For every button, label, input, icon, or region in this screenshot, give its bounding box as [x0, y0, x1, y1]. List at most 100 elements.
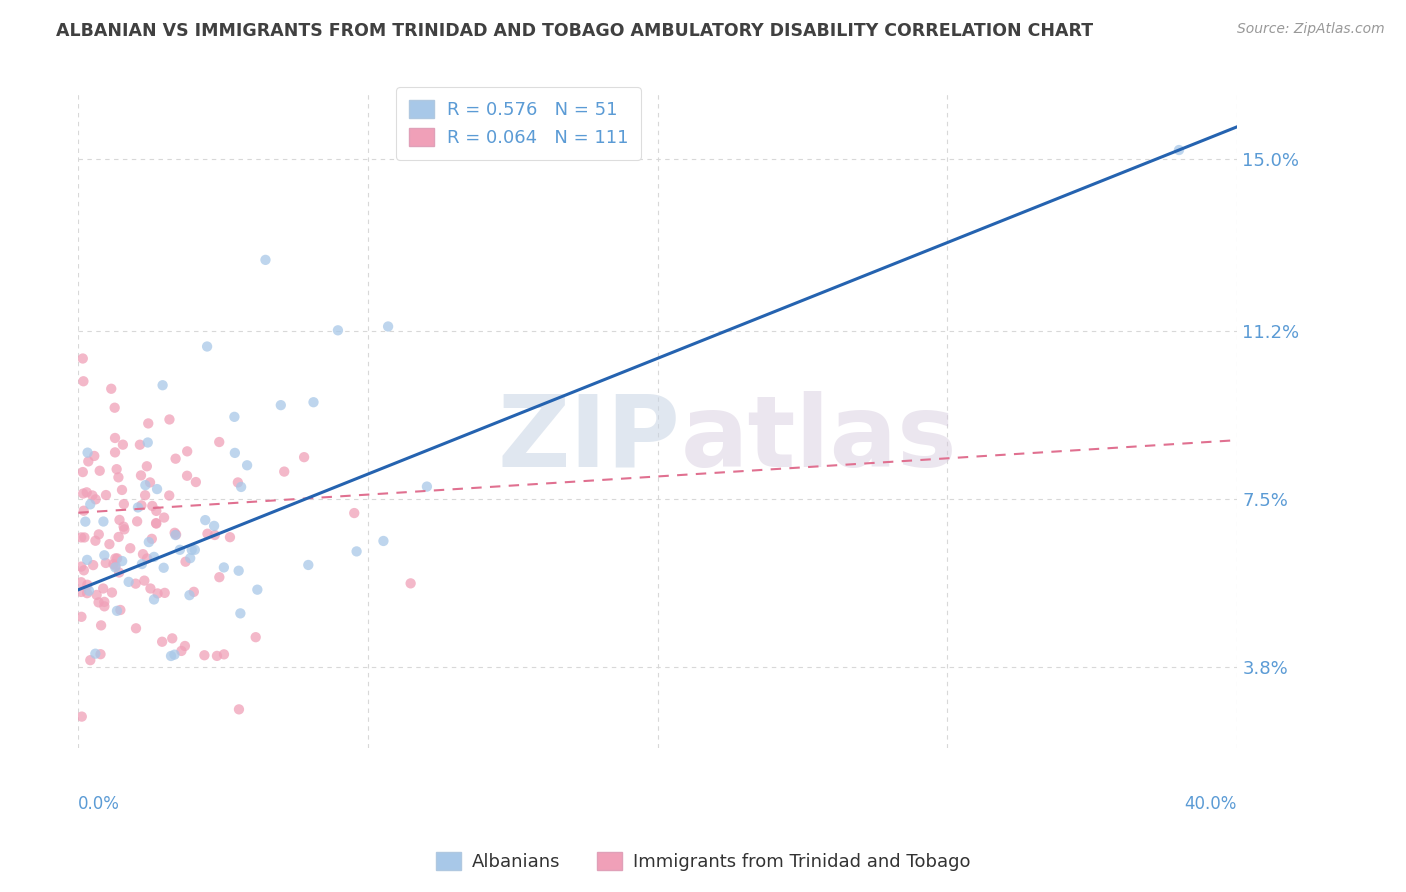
Point — [143, 549, 166, 564]
Point — [76, 445, 98, 459]
Point — [273, 465, 295, 479]
Point — [208, 570, 231, 584]
Point — [73, 563, 96, 577]
Point — [195, 339, 218, 353]
Point — [107, 530, 129, 544]
Text: 40.0%: 40.0% — [1184, 795, 1237, 813]
Point — [127, 514, 149, 528]
Point — [160, 648, 183, 663]
Point — [79, 653, 101, 667]
Point — [87, 595, 110, 609]
Point — [157, 489, 180, 503]
Point — [194, 513, 217, 527]
Point — [146, 586, 169, 600]
Point — [90, 618, 112, 632]
Point — [111, 554, 134, 568]
Point — [86, 588, 108, 602]
Point — [83, 449, 105, 463]
Point — [124, 775, 146, 789]
Point — [89, 464, 111, 478]
Point — [145, 504, 167, 518]
Point — [184, 475, 207, 489]
Point — [236, 458, 259, 473]
Point — [73, 531, 96, 545]
Point — [107, 470, 129, 484]
Point — [115, 750, 138, 764]
Point — [100, 382, 122, 396]
Point — [84, 492, 107, 507]
Text: atlas: atlas — [681, 391, 957, 488]
Point — [228, 702, 250, 716]
Point — [84, 533, 107, 548]
Point — [212, 560, 235, 574]
Point — [174, 639, 197, 653]
Point — [94, 488, 117, 502]
Point — [202, 519, 225, 533]
Point — [76, 485, 98, 500]
Point — [343, 506, 366, 520]
Point — [205, 648, 228, 663]
Point — [70, 559, 93, 574]
Point — [224, 446, 246, 460]
Point — [153, 510, 176, 524]
Text: Source: ZipAtlas.com: Source: ZipAtlas.com — [1237, 22, 1385, 37]
Point — [150, 634, 173, 648]
Point — [165, 527, 187, 541]
Point — [212, 648, 235, 662]
Point — [141, 499, 163, 513]
Point — [141, 532, 163, 546]
Point — [110, 603, 132, 617]
Point — [111, 438, 134, 452]
Point — [70, 709, 93, 723]
Point — [208, 435, 231, 450]
Point — [229, 607, 252, 621]
Point — [219, 530, 242, 544]
Point — [254, 252, 277, 267]
Point — [373, 533, 395, 548]
Point — [139, 475, 162, 490]
Point — [94, 556, 117, 570]
Point — [132, 547, 155, 561]
Point — [105, 551, 128, 566]
Point — [136, 551, 159, 566]
Point — [72, 351, 94, 366]
Point — [77, 583, 100, 598]
Point — [108, 756, 131, 770]
Point — [152, 561, 174, 575]
Point — [72, 374, 94, 388]
Point — [129, 468, 152, 483]
Point — [139, 582, 162, 596]
Point — [111, 483, 134, 497]
Point — [134, 574, 156, 588]
Point — [128, 438, 150, 452]
Point — [112, 519, 135, 533]
Legend: R = 0.576   N = 51, R = 0.064   N = 111: R = 0.576 N = 51, R = 0.064 N = 111 — [396, 87, 641, 160]
Point — [228, 564, 250, 578]
Point — [302, 395, 325, 409]
Point — [179, 551, 201, 566]
Point — [76, 578, 98, 592]
Point — [93, 549, 115, 563]
Point — [76, 553, 98, 567]
Text: 0.0%: 0.0% — [79, 795, 120, 813]
Point — [101, 585, 124, 599]
Point — [135, 459, 157, 474]
Point — [326, 323, 349, 337]
Point — [70, 585, 93, 599]
Point — [377, 319, 399, 334]
Point — [84, 647, 107, 661]
Point — [104, 558, 127, 573]
Text: ALBANIAN VS IMMIGRANTS FROM TRINIDAD AND TOBAGO AMBULATORY DISABILITY CORRELATIO: ALBANIAN VS IMMIGRANTS FROM TRINIDAD AND… — [56, 22, 1094, 40]
Point — [72, 486, 94, 500]
Point — [165, 528, 187, 542]
Point — [176, 444, 198, 458]
Point — [183, 584, 205, 599]
Point — [165, 451, 187, 466]
Point — [82, 488, 104, 502]
Point — [72, 465, 94, 479]
Point — [105, 604, 128, 618]
Point — [1168, 143, 1191, 157]
Point — [169, 542, 191, 557]
Point — [118, 574, 141, 589]
Point — [163, 648, 186, 662]
